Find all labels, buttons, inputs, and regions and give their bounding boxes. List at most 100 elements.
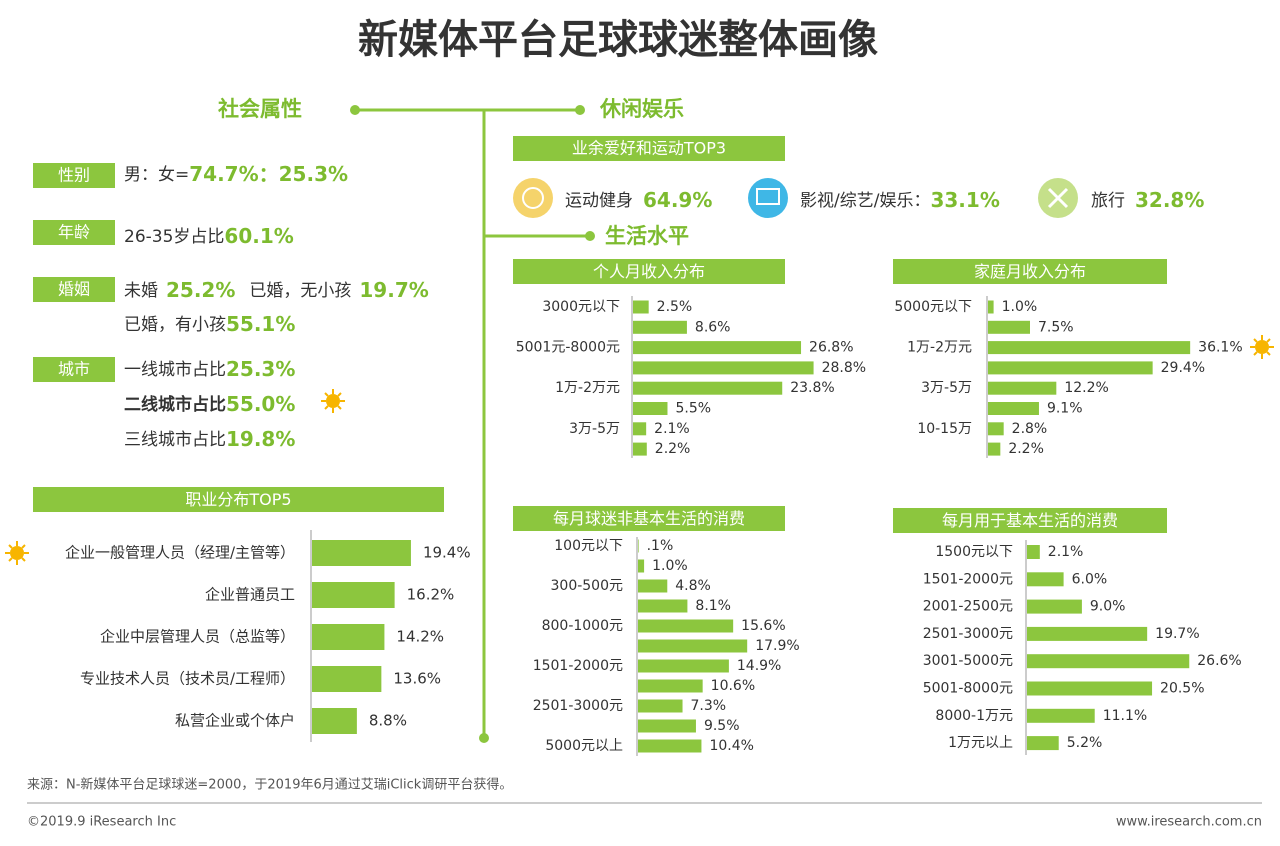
sun-icon (5, 335, 1274, 565)
category-label: 5000元以下 (894, 299, 972, 315)
source: 来源：N-新媒体平台足球球迷=2000，于2019年6月通过艾瑞iClick调研… (27, 777, 512, 793)
gender-line: 男：女=74.7%：25.3% (124, 162, 348, 186)
bar (638, 619, 734, 633)
chart-title-box (893, 259, 1167, 284)
text: 男：女= (124, 165, 189, 185)
value-label: 2.5% (657, 299, 693, 315)
value-label: 20.5% (1160, 681, 1204, 697)
value: 33.1% (930, 188, 999, 212)
marriage-line: 未婚 25.2% 已婚，无小孩 19.7% (124, 278, 429, 302)
value-label: 5.5% (675, 401, 711, 417)
connectors (350, 105, 595, 743)
bar (638, 719, 696, 733)
category-label: 企业普通员工 (205, 586, 295, 604)
text: 旅行 (1091, 191, 1125, 211)
text: 26-35岁占比 (124, 227, 224, 247)
category-label: 专业技术人员（技术员/工程师） (80, 670, 295, 688)
category-label: 3万-5万 (569, 421, 620, 437)
category-label: 3000元以下 (542, 299, 620, 315)
bar (312, 708, 357, 734)
value-label: 2.2% (1008, 441, 1044, 457)
label: 城市 (58, 360, 90, 379)
value-label: 2.2% (655, 441, 691, 457)
value-label: 19.7% (1155, 626, 1199, 642)
category-label: 3万-5万 (921, 380, 972, 396)
value-label: 8.6% (695, 319, 731, 335)
chart-title-box (33, 487, 444, 512)
bar (988, 402, 1039, 415)
city-line: 三线城市占比19.8% (124, 427, 295, 451)
section-heading: 社会属性 (217, 97, 302, 121)
value: 74.7%：25.3% (189, 162, 348, 186)
bar (638, 679, 703, 693)
value-label: 2.1% (1048, 544, 1084, 560)
bar (1027, 681, 1153, 696)
bar (988, 300, 994, 314)
category-label: 企业中层管理人员（总监等） (100, 628, 295, 646)
category-label: 1万-2万元 (907, 340, 972, 356)
value-label: 10.6% (711, 678, 755, 694)
bar (638, 699, 683, 713)
value-label: 26.8% (809, 340, 853, 356)
text: 运动健身 (565, 191, 633, 211)
bar (633, 300, 649, 314)
bar (312, 624, 385, 650)
value-label: 8.1% (695, 598, 731, 614)
text: 二线城市占比 (124, 394, 226, 415)
section-heading: 休闲娱乐 (599, 97, 684, 121)
value-label: 15.6% (741, 618, 785, 634)
value-label: 14.2% (396, 628, 444, 646)
category-label: 2501-3000元 (923, 626, 1013, 642)
category-label: 800-1000元 (542, 618, 623, 634)
value: 19.8% (226, 427, 295, 451)
label: 年龄 (58, 223, 90, 242)
value-label: 10.4% (709, 738, 753, 754)
subheading: 业余爱好和运动TOP3 (572, 139, 726, 158)
chart-title: 家庭月收入分布 (974, 262, 1086, 281)
category-label: 5000元以上 (545, 738, 623, 754)
bar (988, 381, 1057, 395)
bar (633, 402, 668, 415)
value-label: 11.1% (1103, 708, 1147, 724)
value-label: 16.2% (407, 586, 455, 604)
hobby: 旅行 32.8% (1091, 188, 1204, 212)
bar (633, 361, 814, 375)
chart-title: 职业分布TOP5 (185, 490, 291, 509)
chart-title: 个人月收入分布 (593, 262, 705, 281)
category-label: 企业一般管理人员（经理/主管等） (65, 544, 295, 562)
website: www.iresearch.com.cn (1116, 815, 1262, 830)
category-label: 1501-2000元 (533, 658, 623, 674)
hobby: 运动健身 64.9% (565, 188, 712, 212)
bar (638, 559, 645, 573)
category-label: 5001-8000元 (923, 681, 1013, 697)
bar (638, 639, 748, 653)
marriage-line: 已婚，有小孩55.1% (124, 312, 295, 336)
text: 已婚，无小孩 (249, 281, 351, 301)
label-box (33, 163, 115, 188)
bar (988, 422, 1004, 436)
value: 64.9% (643, 188, 712, 212)
category-label: 10-15万 (917, 421, 972, 437)
bar (638, 739, 702, 753)
text: 三线城市占比 (124, 430, 226, 450)
category-label: 1万元以上 (948, 735, 1013, 751)
chart-title-box (893, 508, 1167, 533)
bar (1027, 626, 1148, 641)
value-label: 6.0% (1072, 571, 1108, 587)
label-box (33, 277, 115, 302)
bar (1027, 572, 1064, 587)
value: 55.0% (226, 392, 295, 416)
bar (312, 540, 411, 566)
subheading-box (513, 136, 785, 161)
category-label: 5001元-8000元 (516, 340, 620, 356)
value-label: 1.0% (1002, 299, 1038, 315)
bar (312, 582, 395, 608)
value-label: 28.8% (822, 360, 866, 376)
bar (1027, 599, 1082, 614)
category-label: 100元以下 (554, 538, 623, 554)
text: 未婚 (124, 281, 158, 301)
value-label: 9.0% (1090, 599, 1126, 615)
category-label: 2001-2500元 (923, 599, 1013, 615)
bar (988, 341, 1191, 355)
